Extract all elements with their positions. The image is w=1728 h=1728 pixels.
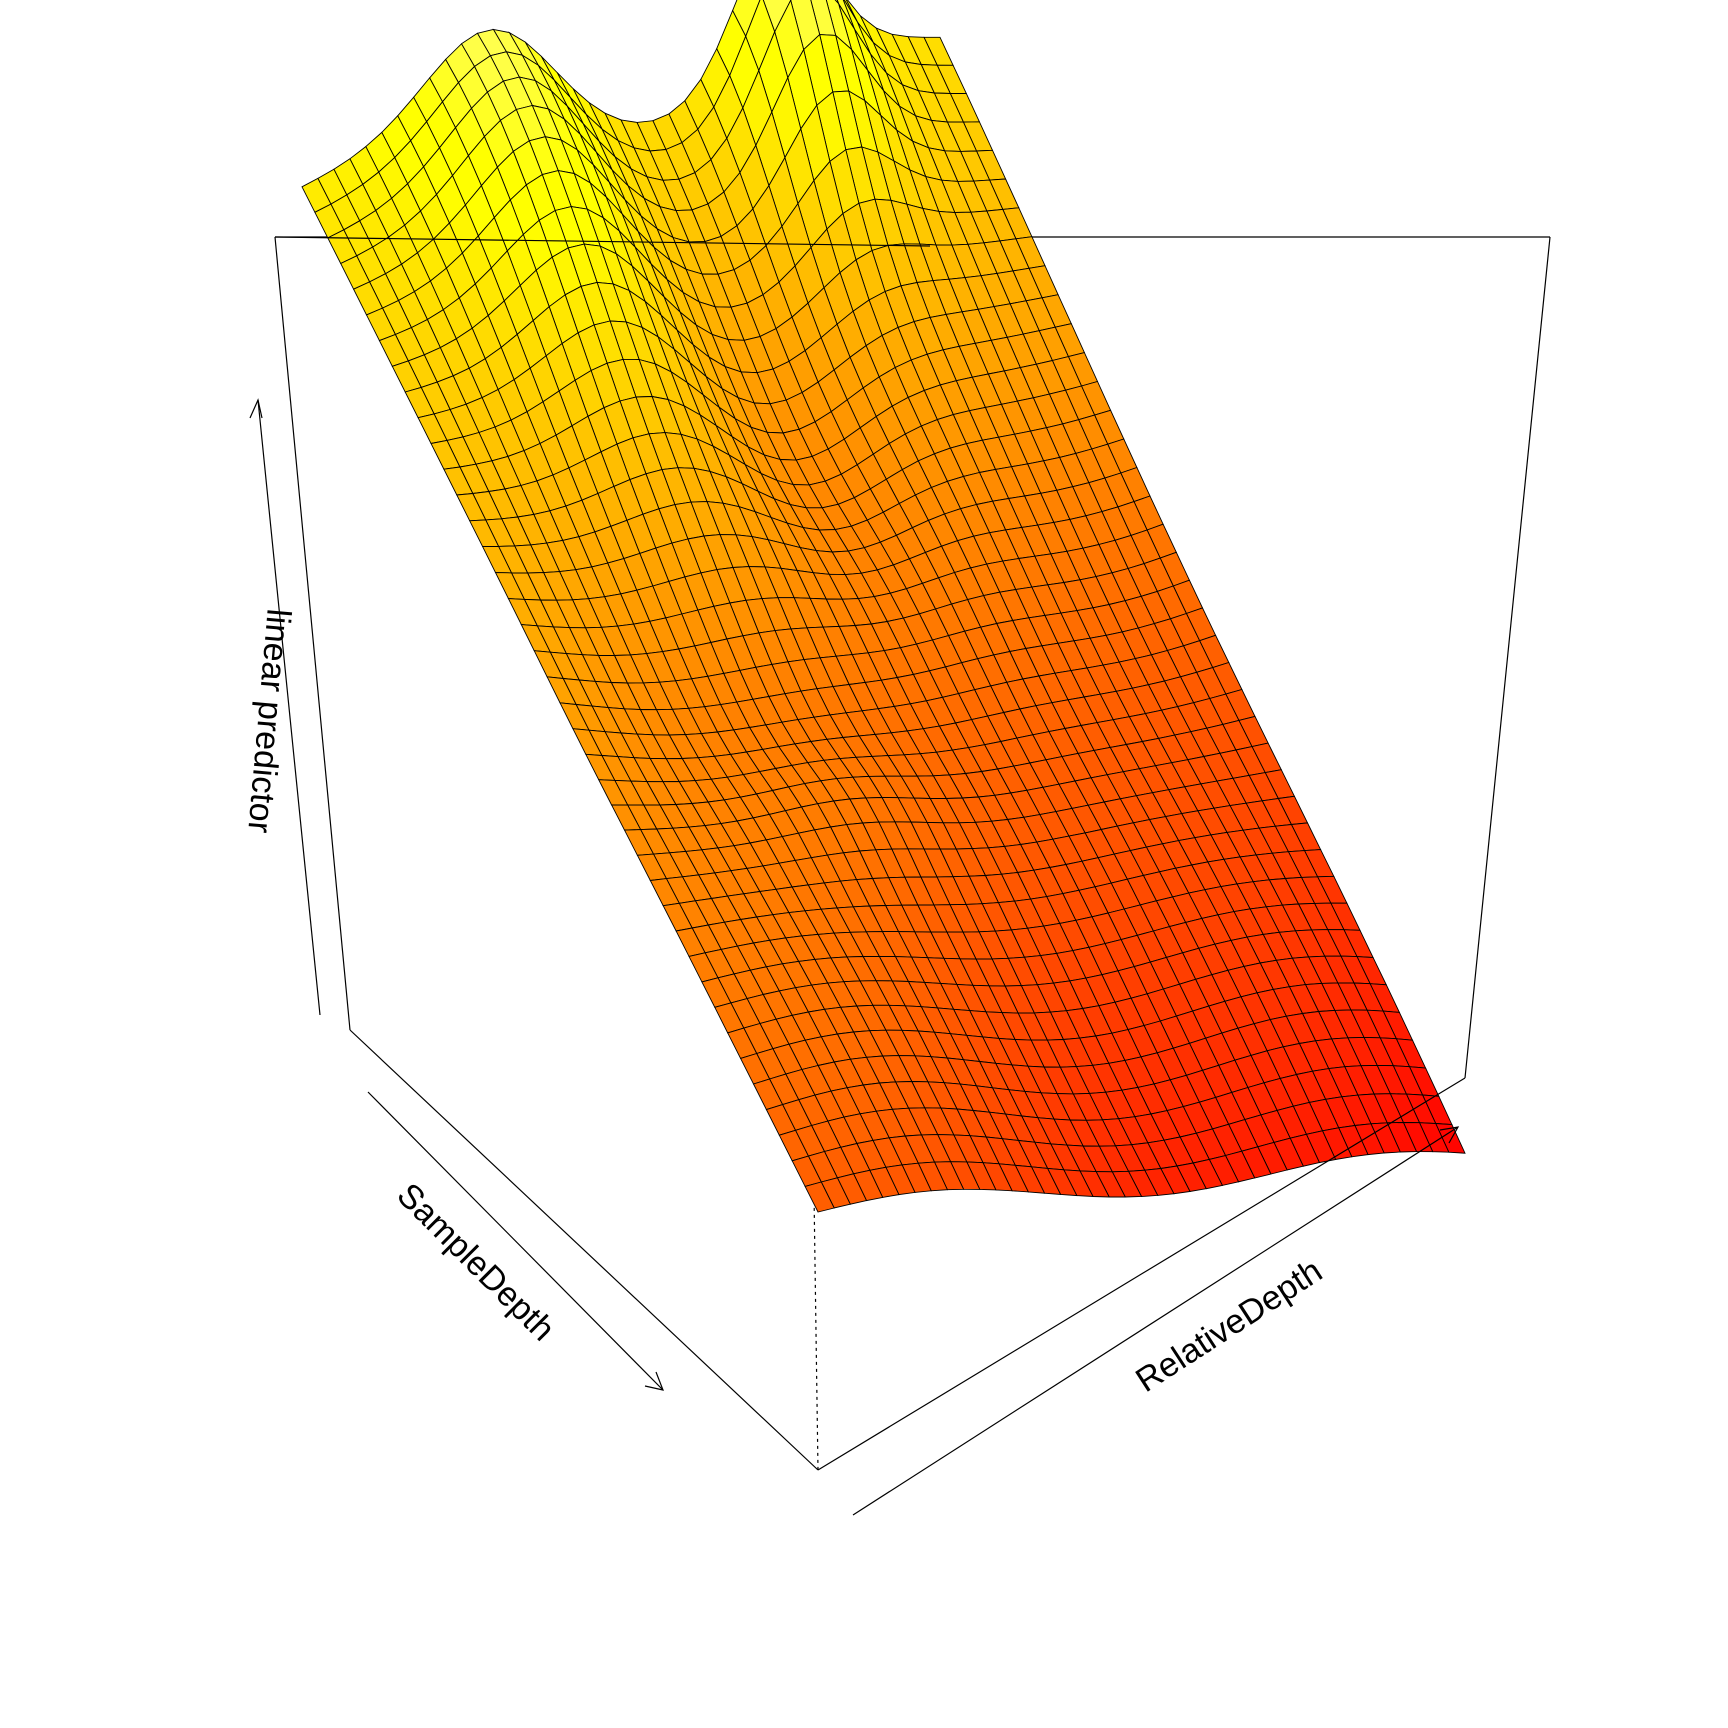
yaxis-arrowhead bbox=[644, 1371, 664, 1391]
zaxis-arrowhead bbox=[249, 398, 263, 419]
box-edge bbox=[274, 236, 351, 1031]
xaxis-arrowhead bbox=[1439, 1126, 1460, 1144]
box-edge bbox=[1464, 236, 1551, 1079]
xaxis-arrow bbox=[852, 1126, 1459, 1516]
zaxis-arrow bbox=[257, 399, 321, 1016]
box-front-edges bbox=[274, 236, 1466, 1471]
axis-arrows bbox=[249, 398, 1460, 1516]
box-edge bbox=[274, 236, 931, 247]
yaxis-arrow bbox=[367, 1091, 664, 1391]
zaxis-label: linear predictor bbox=[240, 607, 297, 834]
surface-facet bbox=[804, 1181, 835, 1213]
box-edge bbox=[349, 1029, 819, 1471]
surface-mesh bbox=[301, 0, 1466, 1213]
box-edge bbox=[817, 1077, 1466, 1471]
